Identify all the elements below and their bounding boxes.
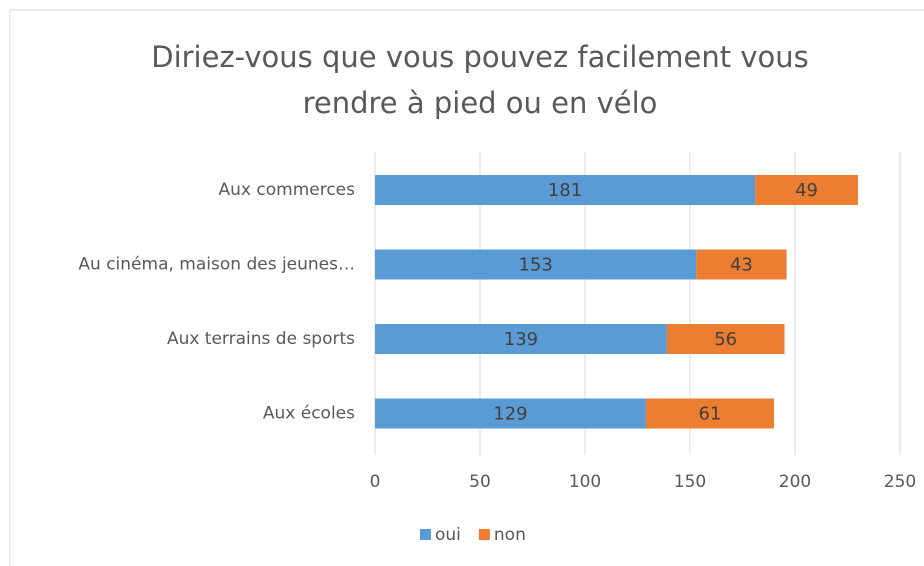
y-tick-label: Aux terrains de sports xyxy=(167,329,355,349)
bar xyxy=(375,324,667,354)
y-tick-label: Au cinéma, maison des jeunes… xyxy=(78,255,355,275)
x-tick-label: 0 xyxy=(370,472,381,492)
bar xyxy=(755,175,858,205)
x-tick-label: 250 xyxy=(884,472,916,492)
bar xyxy=(696,249,787,280)
legend-swatch xyxy=(478,529,490,540)
legend-label: non xyxy=(494,525,526,545)
data-label: 49 xyxy=(795,180,818,201)
x-tick-label: 200 xyxy=(779,472,811,492)
data-label: 153 xyxy=(518,255,552,276)
bar xyxy=(375,175,756,205)
data-label: 43 xyxy=(730,255,753,276)
data-label: 56 xyxy=(714,329,737,350)
x-tick-label: 50 xyxy=(469,472,491,492)
bar xyxy=(375,249,697,280)
bar xyxy=(375,398,646,429)
chart-title: Diriez-vous que vous pouvez facilement v… xyxy=(151,40,809,120)
y-tick-label: Aux commerces xyxy=(219,180,356,200)
data-label: 181 xyxy=(548,180,582,201)
data-label: 129 xyxy=(493,404,527,425)
data-label: 61 xyxy=(698,404,721,425)
x-tick-label: 100 xyxy=(569,472,601,492)
bar xyxy=(645,398,774,429)
legend-label: oui xyxy=(435,525,461,545)
legend-swatch xyxy=(420,529,431,540)
x-tick-label: 150 xyxy=(674,472,706,492)
y-tick-label: Aux écoles xyxy=(263,404,355,424)
bar xyxy=(666,324,785,354)
data-label: 139 xyxy=(504,329,538,350)
